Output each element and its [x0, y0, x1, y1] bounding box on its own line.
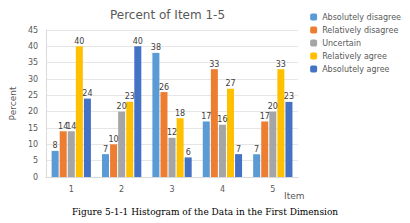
svg-text:12: 12: [167, 128, 177, 137]
svg-text:Relatively disagree: Relatively disagree: [322, 26, 398, 35]
svg-text:Percent of Item 1-5: Percent of Item 1-5: [110, 8, 225, 22]
svg-text:35: 35: [28, 58, 38, 67]
svg-text:25: 25: [28, 91, 38, 100]
svg-text:30: 30: [28, 75, 38, 84]
svg-text:10: 10: [28, 140, 38, 149]
svg-text:10: 10: [108, 135, 118, 144]
svg-text:0: 0: [33, 173, 38, 182]
svg-text:Item: Item: [284, 191, 305, 201]
svg-text:5: 5: [33, 156, 38, 165]
svg-text:40: 40: [28, 42, 38, 51]
svg-text:23: 23: [125, 92, 135, 101]
svg-text:16: 16: [217, 115, 227, 124]
svg-text:Absolutely agree: Absolutely agree: [322, 65, 389, 74]
svg-text:38: 38: [151, 43, 161, 52]
svg-text:45: 45: [28, 26, 38, 35]
svg-text:5: 5: [270, 185, 275, 194]
svg-text:17: 17: [260, 112, 270, 121]
svg-text:3: 3: [169, 185, 174, 194]
svg-text:23: 23: [284, 92, 294, 101]
svg-text:40: 40: [133, 37, 143, 46]
svg-text:18: 18: [175, 109, 185, 118]
svg-text:7: 7: [236, 145, 241, 154]
svg-text:Uncertain: Uncertain: [322, 39, 361, 48]
svg-text:7: 7: [103, 145, 108, 154]
svg-text:8: 8: [53, 141, 58, 150]
svg-text:14: 14: [66, 122, 76, 131]
svg-text:33: 33: [276, 60, 286, 69]
svg-text:20: 20: [117, 102, 127, 111]
svg-text:Figure 5-1-1 Histogram of the: Figure 5-1-1 Histogram of the Data in th…: [72, 207, 338, 217]
svg-text:4: 4: [220, 185, 225, 194]
svg-text:24: 24: [82, 89, 92, 98]
svg-text:15: 15: [28, 124, 38, 133]
svg-text:40: 40: [74, 37, 84, 46]
svg-text:14: 14: [58, 121, 69, 131]
svg-text:26: 26: [159, 83, 169, 92]
svg-text:1: 1: [69, 185, 74, 194]
svg-text:20: 20: [268, 102, 278, 111]
svg-text:20: 20: [28, 107, 38, 116]
svg-text:27: 27: [225, 79, 235, 88]
svg-text:2: 2: [119, 185, 124, 194]
svg-text:6: 6: [186, 148, 191, 157]
svg-text:Absolutely disagree: Absolutely disagree: [322, 13, 401, 22]
svg-text:17: 17: [201, 112, 211, 121]
svg-text:Percent: Percent: [8, 86, 18, 120]
svg-text:Relatively agree: Relatively agree: [322, 52, 387, 61]
svg-text:33: 33: [209, 60, 219, 69]
svg-text:7: 7: [254, 145, 259, 154]
